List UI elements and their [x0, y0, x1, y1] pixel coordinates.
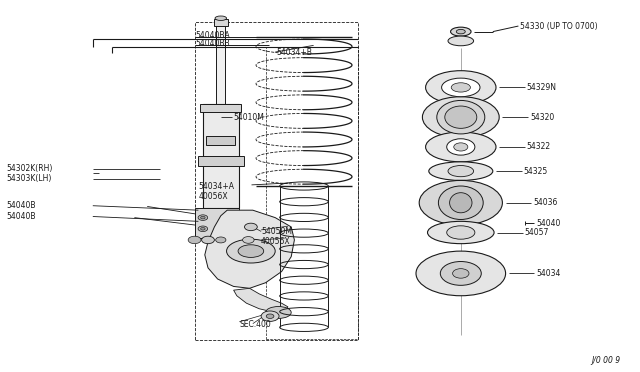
Ellipse shape [440, 262, 481, 285]
Ellipse shape [426, 71, 496, 104]
Text: 54010M: 54010M [234, 113, 264, 122]
Polygon shape [200, 104, 241, 112]
Text: 54329N: 54329N [527, 83, 557, 92]
Text: 40056X: 40056X [198, 192, 228, 201]
Ellipse shape [198, 215, 207, 220]
Polygon shape [205, 210, 294, 288]
Ellipse shape [428, 221, 494, 244]
Ellipse shape [448, 166, 474, 177]
Text: 54034+A: 54034+A [198, 182, 234, 190]
Ellipse shape [227, 239, 275, 263]
Polygon shape [216, 24, 225, 141]
Ellipse shape [215, 16, 227, 20]
Ellipse shape [188, 236, 201, 244]
Text: 54040: 54040 [536, 219, 561, 228]
Text: 54034+B: 54034+B [276, 48, 312, 57]
Ellipse shape [244, 223, 257, 231]
Ellipse shape [202, 236, 214, 244]
Text: 40056X: 40056X [261, 237, 291, 246]
Ellipse shape [438, 186, 483, 219]
Text: SEC.400: SEC.400 [240, 320, 272, 329]
Text: 54034: 54034 [536, 269, 561, 278]
Text: 54322: 54322 [527, 142, 551, 151]
Text: 54040B: 54040B [6, 212, 36, 221]
Ellipse shape [266, 307, 291, 318]
Ellipse shape [454, 143, 468, 151]
Polygon shape [198, 156, 244, 166]
Ellipse shape [449, 193, 472, 213]
Ellipse shape [416, 251, 506, 296]
Text: 54303K(LH): 54303K(LH) [6, 174, 52, 183]
Text: 54330 (UP TO 0700): 54330 (UP TO 0700) [520, 22, 597, 31]
Ellipse shape [201, 228, 205, 230]
Ellipse shape [238, 245, 264, 257]
Ellipse shape [216, 237, 226, 243]
Text: 54036: 54036 [533, 198, 557, 207]
Text: 54040B: 54040B [6, 201, 36, 210]
Ellipse shape [447, 226, 475, 239]
Text: 54040BB: 54040BB [195, 39, 230, 48]
Polygon shape [214, 19, 228, 26]
Ellipse shape [266, 314, 274, 318]
Polygon shape [207, 136, 235, 145]
Polygon shape [195, 208, 239, 238]
Ellipse shape [447, 139, 475, 155]
Ellipse shape [243, 237, 254, 243]
Text: 54040BA: 54040BA [195, 31, 230, 40]
Ellipse shape [419, 180, 502, 225]
Text: 54050M: 54050M [261, 227, 292, 236]
Ellipse shape [426, 132, 496, 162]
Text: J/0 00 9: J/0 00 9 [591, 356, 621, 365]
Ellipse shape [445, 106, 477, 128]
Polygon shape [203, 104, 239, 208]
Polygon shape [234, 288, 288, 312]
Text: 54302K(RH): 54302K(RH) [6, 164, 52, 173]
Ellipse shape [436, 100, 485, 134]
Text: 54325: 54325 [524, 167, 548, 176]
Ellipse shape [451, 27, 471, 36]
Text: 54320: 54320 [530, 113, 554, 122]
Ellipse shape [429, 162, 493, 180]
Ellipse shape [456, 29, 465, 34]
Ellipse shape [261, 311, 279, 321]
Ellipse shape [198, 226, 207, 231]
Ellipse shape [201, 217, 205, 219]
Ellipse shape [448, 36, 474, 46]
Ellipse shape [452, 269, 469, 278]
Text: 54057: 54057 [525, 228, 549, 237]
Ellipse shape [422, 97, 499, 138]
Ellipse shape [442, 78, 480, 97]
Ellipse shape [451, 83, 470, 92]
